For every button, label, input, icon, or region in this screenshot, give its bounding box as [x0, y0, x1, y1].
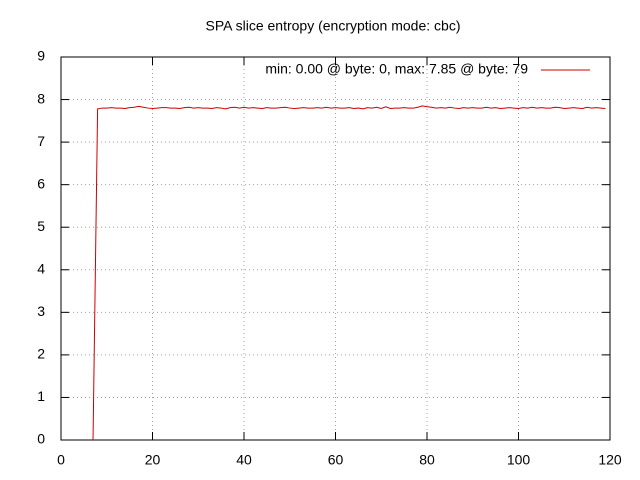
y-tick-label: 8 [37, 90, 45, 106]
x-tick-label: 0 [57, 452, 65, 468]
y-tick-label: 2 [37, 346, 45, 362]
line [92, 105, 606, 441]
y-tick-label: 7 [37, 133, 45, 149]
y-tick-label: 4 [37, 260, 45, 276]
y-tick-label: 9 [37, 48, 45, 64]
y-tick-label: 6 [37, 175, 45, 191]
x-tick-label: 80 [419, 452, 435, 468]
x-tick-label: 120 [598, 452, 622, 468]
y-tick-label: 0 [37, 431, 45, 447]
legend-label: min: 0.00 @ byte: 0, max: 7.85 @ byte: 7… [265, 61, 528, 77]
y-tick-label: 1 [37, 388, 45, 404]
x-tick-label: 100 [507, 452, 531, 468]
chart-title: SPA slice entropy (encryption mode: cbc) [206, 18, 461, 34]
x-tick-label: 40 [236, 452, 252, 468]
y-tick-label: 3 [37, 303, 45, 319]
x-tick-label: 60 [328, 452, 344, 468]
plot-border [60, 56, 611, 441]
x-tick-label: 20 [145, 452, 161, 468]
y-tick-label: 5 [37, 218, 45, 234]
